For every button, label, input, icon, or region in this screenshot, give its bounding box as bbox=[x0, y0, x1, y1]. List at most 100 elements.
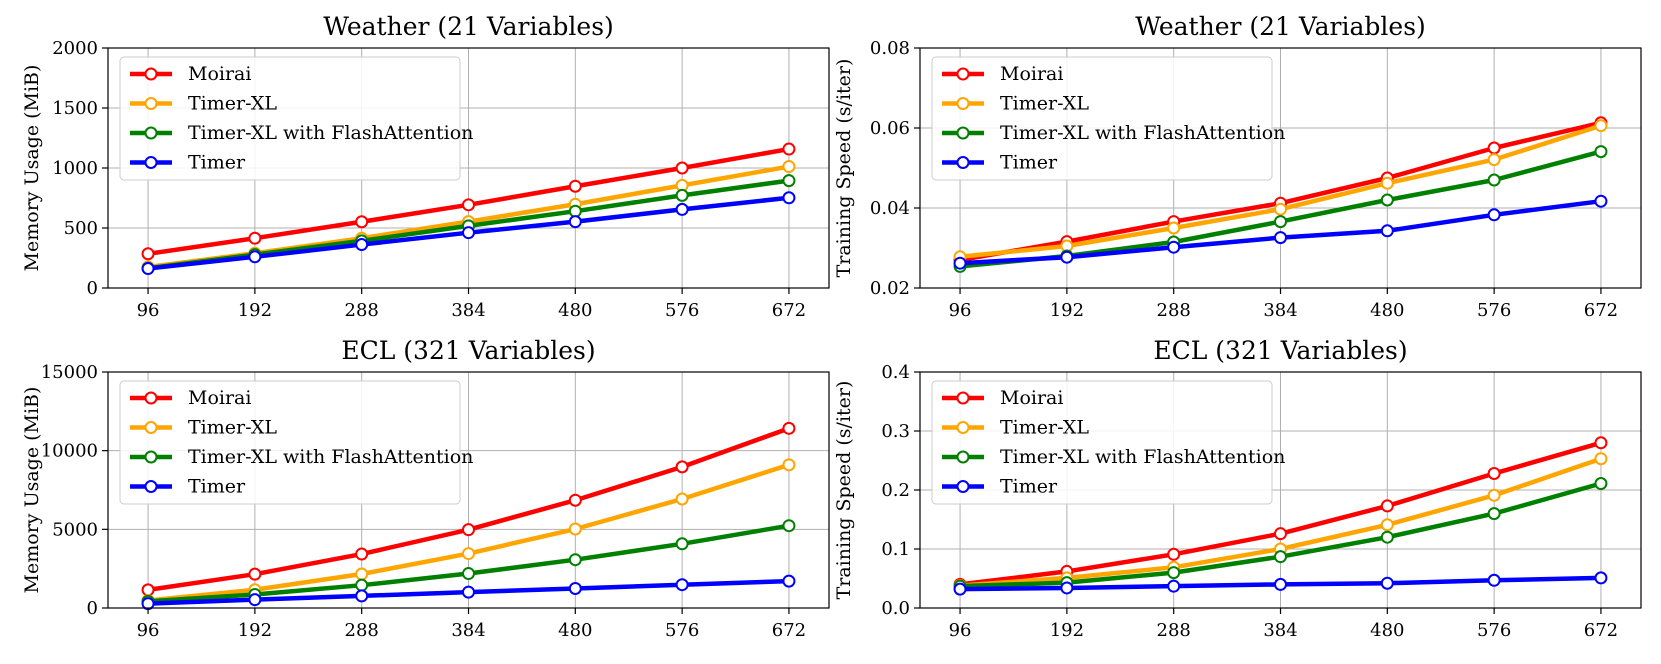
data-point bbox=[568, 179, 582, 193]
x-tick-label: 672 bbox=[1584, 620, 1618, 641]
data-point bbox=[1487, 153, 1501, 167]
y-tick-label: 500 bbox=[64, 218, 98, 239]
legend-marker bbox=[144, 126, 158, 140]
legend-marker bbox=[144, 480, 158, 493]
x-tick-label: 576 bbox=[1477, 300, 1511, 321]
data-point bbox=[1380, 193, 1394, 207]
data-point bbox=[1167, 547, 1181, 561]
data-point bbox=[1594, 477, 1608, 491]
data-point bbox=[462, 198, 475, 212]
x-tick-label: 96 bbox=[949, 620, 972, 641]
data-point bbox=[782, 574, 796, 588]
data-point bbox=[141, 583, 155, 597]
chart-title: Weather (21 Variables) bbox=[323, 12, 614, 41]
legend: Moirai Timer-XL Timer-XL with FlashAttenti… bbox=[931, 56, 1285, 181]
data-point bbox=[1167, 240, 1181, 254]
legend-box bbox=[119, 56, 461, 181]
data-point bbox=[355, 215, 369, 229]
x-tick-label: 384 bbox=[451, 300, 485, 321]
y-tick-label: 10000 bbox=[41, 441, 98, 462]
legend-label: Timer bbox=[188, 476, 246, 498]
y-tick-label: 0 bbox=[87, 278, 98, 299]
legend: Moirai Timer-XL Timer-XL with FlashAttenti… bbox=[931, 380, 1285, 505]
legend-marker bbox=[144, 67, 158, 81]
data-point bbox=[462, 547, 475, 561]
chart-title: ECL (321 Variables) bbox=[341, 336, 595, 365]
x-tick-label: 480 bbox=[558, 300, 592, 321]
y-tick-label: 0.0 bbox=[881, 598, 910, 619]
y-axis-label: Memory Usage (MiB) bbox=[21, 65, 43, 272]
data-point bbox=[1274, 527, 1287, 541]
legend-label: Timer bbox=[1000, 152, 1058, 174]
data-point bbox=[1594, 452, 1608, 466]
data-point bbox=[1487, 488, 1501, 502]
chart-title: Weather (21 Variables) bbox=[1135, 12, 1426, 41]
legend-label: Moirai bbox=[188, 387, 251, 409]
legend-label: Timer-XL with FlashAttention bbox=[188, 446, 473, 468]
data-point bbox=[1060, 581, 1074, 595]
data-point bbox=[782, 458, 796, 472]
data-point bbox=[675, 202, 689, 216]
data-point bbox=[953, 256, 967, 270]
legend-label: Timer-XL with FlashAttention bbox=[1000, 446, 1285, 468]
x-tick-label: 576 bbox=[1477, 620, 1511, 641]
legend-marker bbox=[144, 421, 158, 434]
y-tick-label: 0.02 bbox=[870, 278, 910, 299]
data-point bbox=[462, 226, 475, 240]
data-point bbox=[1167, 221, 1181, 235]
data-point bbox=[782, 174, 796, 188]
legend-marker bbox=[956, 67, 970, 81]
legend-label: Timer-XL bbox=[188, 93, 277, 115]
chart-panel-4: 96 192 288 384 480 576 672 0.0 0.1 0.2 0.3 0.4 ECL (… bbox=[833, 336, 1642, 641]
y-tick-label: 0 bbox=[87, 598, 98, 619]
y-axis-label: Training Speed (s/iter) bbox=[833, 381, 855, 600]
x-tick-label: 672 bbox=[772, 300, 806, 321]
data-point bbox=[1594, 145, 1608, 159]
data-point bbox=[1167, 566, 1181, 580]
data-point bbox=[355, 238, 369, 252]
data-point bbox=[1380, 499, 1394, 513]
data-point bbox=[355, 567, 369, 581]
y-tick-label: 2000 bbox=[52, 38, 98, 59]
chart-title: ECL (321 Variables) bbox=[1153, 336, 1407, 365]
legend-marker bbox=[956, 97, 970, 110]
x-tick-label: 384 bbox=[1263, 300, 1297, 321]
data-point bbox=[1380, 176, 1394, 190]
x-tick-label: 96 bbox=[949, 300, 972, 321]
data-point bbox=[782, 421, 796, 435]
data-point bbox=[1274, 550, 1287, 564]
x-tick-label: 576 bbox=[665, 620, 699, 641]
data-point bbox=[568, 215, 582, 229]
data-point bbox=[1487, 466, 1501, 480]
y-axis-label: Training Speed (s/iter) bbox=[833, 59, 855, 278]
data-point bbox=[1594, 194, 1608, 208]
legend: Moirai Timer-XL Timer-XL with FlashAttenti… bbox=[119, 56, 473, 181]
x-tick-label: 288 bbox=[1157, 300, 1191, 321]
legend-marker bbox=[144, 156, 158, 169]
data-point bbox=[462, 585, 475, 599]
legend-marker bbox=[144, 450, 158, 464]
data-point bbox=[675, 460, 689, 474]
legend-label: Timer-XL with FlashAttention bbox=[188, 122, 473, 144]
data-point bbox=[568, 553, 582, 567]
data-point bbox=[1060, 250, 1074, 264]
data-point bbox=[568, 581, 582, 595]
y-tick-label: 0.1 bbox=[881, 539, 910, 560]
legend-marker bbox=[956, 391, 970, 405]
data-point bbox=[248, 250, 262, 264]
x-tick-label: 192 bbox=[238, 300, 272, 321]
data-point bbox=[568, 493, 582, 507]
data-point bbox=[1594, 119, 1608, 133]
data-point bbox=[1274, 231, 1287, 245]
chart-panel-2: 96 192 288 384 480 576 672 0.02 0.04 0.06 0.08 Weat… bbox=[833, 12, 1642, 321]
x-tick-label: 192 bbox=[1050, 620, 1084, 641]
data-point bbox=[675, 537, 689, 551]
data-point bbox=[1380, 224, 1394, 238]
data-point bbox=[782, 142, 796, 156]
data-point bbox=[355, 578, 369, 592]
data-point bbox=[1380, 576, 1394, 590]
legend-label: Timer bbox=[188, 152, 246, 174]
y-tick-label: 1500 bbox=[52, 98, 98, 119]
legend-box bbox=[931, 56, 1273, 181]
data-point bbox=[782, 191, 796, 205]
